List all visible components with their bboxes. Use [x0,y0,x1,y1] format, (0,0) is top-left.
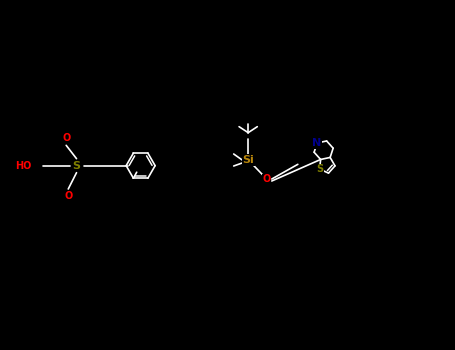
Text: Si: Si [243,155,254,165]
Text: HO: HO [15,161,31,171]
Text: N: N [313,138,322,148]
Text: O: O [62,133,71,143]
Text: S: S [72,161,81,171]
Text: O: O [263,174,271,184]
Text: S: S [316,164,323,174]
Text: O: O [64,191,72,201]
